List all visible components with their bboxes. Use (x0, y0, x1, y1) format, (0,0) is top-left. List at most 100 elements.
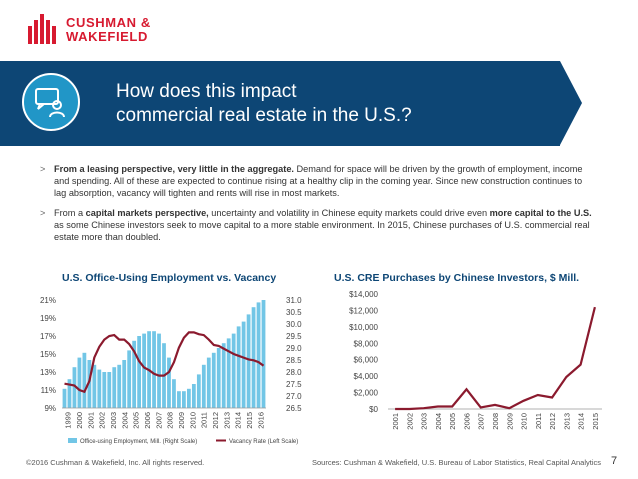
x-axis-year-label: 2007 (477, 413, 486, 430)
x-axis-year-label: 2012 (548, 413, 557, 430)
employment-bar (167, 357, 171, 408)
logo-line-1: CUSHMAN & (66, 15, 151, 30)
x-axis-year-label: 2005 (132, 412, 141, 429)
copyright: ©2016 Cushman & Wakefield, Inc. All righ… (26, 458, 205, 467)
employment-bar (127, 350, 132, 408)
x-axis-year-label: 2013 (222, 412, 231, 429)
right-axis-tick-label: 28.5 (286, 356, 302, 365)
employment-bar (107, 372, 112, 408)
left-axis-tick-label: 21% (40, 296, 56, 305)
x-axis-year-label: 2014 (234, 412, 243, 429)
employment-bar (152, 331, 156, 408)
employment-vacancy-chart: 21% 19% 17% 15% 13% 11% 9% 31.0 30.5 30.0 29.5 29.0… (40, 296, 302, 445)
x-axis-year-label: 2015 (245, 412, 254, 429)
x-axis-year-label: 2011 (200, 412, 209, 428)
chart1-title: U.S. Office-Using Employment vs. Vacancy (62, 272, 277, 284)
employment-bar (62, 388, 67, 408)
employment-bar (231, 333, 236, 408)
employment-bar (172, 379, 176, 408)
bullet-leasing: > From a leasing perspective, very littl… (40, 164, 583, 199)
employment-bar (206, 357, 211, 408)
x-axis-year-label: 2002 (98, 412, 107, 429)
right-axis-tick-label: 26.5 (286, 404, 302, 413)
employment-bar (142, 333, 146, 408)
vacancy-rate-line (64, 331, 265, 394)
chinese-cre-purchases-chart: $14,000 $12,000 $10,000 $8,000 $6,000 $4,000 $… (349, 290, 602, 430)
employment-bar (226, 338, 231, 408)
x-axis-year-label: 2000 (75, 412, 84, 429)
y-axis-tick-label: $6,000 (354, 356, 379, 365)
x-axis-year-label: 2006 (462, 413, 471, 430)
y-axis-tick-label: $0 (369, 405, 378, 414)
x-axis-year-label: 2005 (448, 413, 457, 430)
y-axis-tick-label: $8,000 (354, 339, 379, 348)
employment-bar (77, 357, 82, 408)
x-axis-year-label: 2009 (505, 413, 514, 430)
x-axis-year-label: 2006 (143, 412, 152, 429)
x-axis-year-label: 2015 (591, 413, 600, 430)
employment-bar (72, 367, 77, 408)
right-axis-tick-label: 29.5 (286, 332, 302, 341)
y-axis-tick-label: $12,000 (349, 306, 378, 315)
x-axis-year-label: 2009 (177, 412, 186, 429)
bullet-capital-markets: > From a capital markets perspective, un… (40, 207, 592, 243)
right-axis-tick-label: 29.0 (286, 344, 302, 353)
x-axis-year-label: 2004 (120, 412, 129, 429)
left-axis-tick-label: 13% (40, 368, 56, 377)
employment-bar (191, 384, 196, 408)
employment-bar (157, 333, 161, 408)
x-axis-year-label: 2010 (188, 412, 197, 429)
page-title: How does this impact commercial real est… (116, 81, 412, 126)
employment-bar (246, 314, 251, 408)
city-skyline-logo-icon (28, 14, 56, 44)
x-axis-year-label: 2014 (577, 413, 586, 430)
employment-bar (97, 369, 102, 408)
employment-bar (221, 343, 226, 408)
x-axis-year-label: 2003 (420, 413, 429, 430)
y-axis-tick-label: $14,000 (349, 290, 378, 299)
y-axis-tick-label: $4,000 (354, 372, 379, 381)
x-axis-year-label: 2008 (166, 412, 175, 429)
employment-bar (201, 364, 206, 408)
employment-bar (261, 300, 266, 408)
logo-line-2: WAKEFIELD (66, 29, 148, 44)
employment-bar (177, 391, 181, 408)
y-axis-tick-label: $10,000 (349, 323, 378, 332)
title-banner (0, 61, 560, 146)
sources: Sources: Cushman & Wakefield, U.S. Burea… (312, 458, 602, 467)
right-axis-tick-label: 27.5 (286, 380, 302, 389)
title-banner-arrow (560, 61, 582, 145)
employment-bar (182, 391, 186, 408)
left-axis-tick-label: 11% (41, 386, 56, 395)
employment-bar (137, 336, 142, 408)
x-axis-year-label: 2003 (109, 412, 118, 429)
x-axis-year-label: 2008 (491, 413, 500, 430)
x-axis-year-label: 1999 (64, 412, 73, 429)
employment-bar (87, 360, 92, 408)
x-axis-year-label: 2013 (562, 413, 571, 430)
employment-bar (251, 307, 256, 408)
x-axis-year-label: 2002 (405, 413, 414, 430)
employment-bar (122, 360, 127, 408)
x-axis-year-label: 2016 (256, 412, 265, 429)
x-axis-year-label: 2007 (154, 412, 163, 429)
x-axis-year-label: 2011 (534, 413, 543, 429)
bullet-list: > From a leasing perspective, very littl… (40, 163, 592, 250)
right-axis-tick-label: 30.0 (286, 320, 302, 329)
employment-bar (82, 352, 87, 408)
employment-bar (196, 374, 201, 408)
legend-employment-label: Office-using Employment, Mill. (Right Sc… (80, 439, 197, 445)
left-axis-tick-label: 9% (44, 404, 56, 413)
x-axis-year-label: 2001 (86, 412, 95, 429)
employment-bar (241, 321, 246, 408)
employment-bar (112, 367, 117, 408)
right-axis-tick-label: 31.0 (286, 296, 302, 305)
cushman-wakefield-logo: CUSHMAN & WAKEFIELD (26, 12, 186, 52)
employment-bar (102, 372, 107, 408)
left-axis-tick-label: 19% (40, 314, 56, 323)
employment-bar (236, 326, 241, 408)
employment-bar (67, 379, 72, 408)
y-axis-tick-label: $2,000 (354, 389, 379, 398)
right-axis-tick-label: 27.0 (286, 392, 302, 401)
x-axis-year-label: 2010 (520, 413, 529, 430)
